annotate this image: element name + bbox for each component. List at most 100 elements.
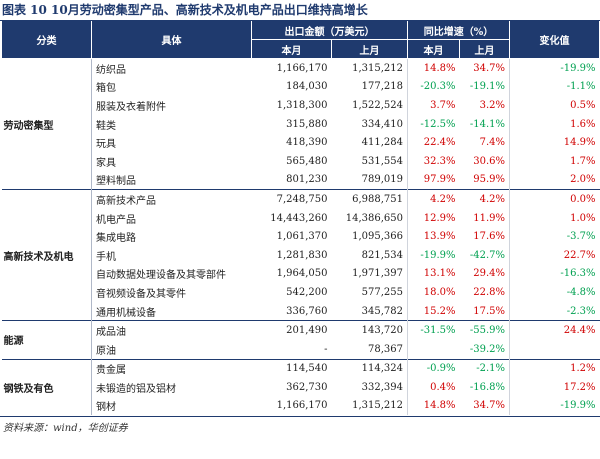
value-cell: 531,554: [331, 151, 408, 171]
item-cell: 服装及衣着附件: [96, 101, 166, 113]
table-row: 钢材 1,166,170 1,315,212 14.8% 34.7% -19.9%: [2, 396, 600, 416]
value-cell: 15.2%: [423, 305, 456, 317]
table-body: 劳动密集型 纺织品 1,166,170 1,315,212 14.8% 34.7% -19.…: [1, 57, 600, 416]
value-cell: -3.7%: [566, 231, 596, 243]
header-cell: 上月: [331, 39, 408, 59]
value-cell: 17.2%: [563, 381, 596, 393]
value-cell: 95.9%: [459, 170, 511, 190]
value-cell: 32.3%: [423, 155, 456, 167]
value-cell: 1,061,370: [276, 231, 328, 243]
value-cell: -0.9%: [407, 358, 460, 379]
empty-cell: [408, 340, 460, 359]
value-cell: 542,200: [286, 286, 328, 298]
item-cell: 音视频设备及其零件: [96, 288, 186, 300]
value-cell: 3.2%: [459, 96, 511, 115]
table-row: 能源 成品油 201,490 143,720 -31.5% -55.9% 24.4%: [1, 320, 600, 359]
item-cell: 高新技术产品: [91, 189, 252, 209]
value-cell: 29.4%: [459, 264, 511, 284]
table-row: 机电产品 14,443,260 14,386,650 12.9% 11.9% 1.0%: [2, 208, 600, 228]
value-cell: 0.4%: [430, 381, 456, 393]
source-note: 资料来源：wind，华创证券: [0, 416, 600, 436]
category-cell: 劳动密集型: [1, 57, 92, 190]
value-cell: 315,880: [286, 118, 328, 130]
header-cell: 分类: [1, 21, 92, 59]
item-cell: 鞋类: [96, 120, 116, 132]
category-cell: 高新技术及机电: [1, 189, 92, 321]
value-cell: -19.1%: [459, 77, 511, 97]
value-cell: 177,218: [331, 77, 408, 97]
value-cell: -42.7%: [459, 245, 511, 265]
item-cell: 成品油: [91, 320, 252, 340]
table-row: 集成电路 1,061,370 1,095,366 13.9% 17.6% -3.7%: [2, 227, 600, 246]
item-cell: 纺织品: [91, 57, 252, 78]
item-cell: 钢材: [96, 402, 116, 414]
item-cell: 自动数据处理设备及其零部件: [96, 270, 226, 282]
value-cell: 12.9%: [423, 212, 456, 224]
value-cell: -19.9%: [509, 57, 600, 78]
value-cell: 11.9%: [459, 208, 511, 228]
value-cell: 30.6%: [459, 151, 511, 171]
value-cell: 789,019: [331, 170, 408, 190]
value-cell: 418,390: [286, 137, 328, 149]
value-cell: -16.3%: [560, 268, 596, 280]
value-cell: -16.8%: [459, 378, 511, 397]
header-cell: 同比增速（%）: [406, 21, 511, 40]
value-cell: 411,284: [331, 133, 408, 152]
value-cell: 143,720: [331, 320, 408, 340]
value-cell: 14,386,650: [331, 208, 408, 228]
value-cell: 1.0%: [570, 212, 596, 224]
value-cell: 17.5%: [459, 301, 511, 321]
value-cell: 4.2%: [459, 189, 511, 209]
value-cell: 3.7%: [430, 99, 456, 111]
value-cell: -31.5%: [407, 320, 460, 340]
table-row: 音视频设备及其零件 542,200 577,255 18.0% 22.8% -4.8%: [2, 283, 600, 302]
value-cell: 577,255: [331, 283, 408, 302]
value-cell: 184,030: [286, 81, 328, 93]
table-row: 高新技术及机电 高新技术产品 7,248,750 6,988,751 4.2% 4.2% 0…: [1, 189, 600, 321]
table-row: 自动数据处理设备及其零部件 1,964,050 1,971,397 13.1% 29.4…: [2, 264, 600, 284]
value-cell: -55.9%: [459, 320, 511, 340]
value-cell: -12.5%: [420, 118, 456, 130]
item-cell: 未锻造的铝及铝材: [96, 383, 176, 395]
value-cell: -19.9%: [560, 400, 596, 412]
item-cell: 家具: [96, 157, 116, 169]
value-cell: -4.8%: [566, 286, 596, 298]
value-cell: 1.6%: [570, 118, 596, 130]
value-cell: 801,230: [286, 174, 328, 186]
header-cell: 具体: [91, 21, 252, 59]
value-cell: 13.9%: [423, 231, 456, 243]
value-cell: 1,315,212: [331, 57, 408, 78]
table-row: 未锻造的铝及铝材 362,730 332,394 0.4% -16.8% 17.2%: [2, 378, 600, 397]
table-row: 玩具 418,390 411,284 22.4% 7.4% 14.9%: [2, 133, 600, 152]
category-cell: 钢铁及有色: [1, 358, 92, 416]
value-cell: 114,324: [331, 358, 408, 379]
value-cell: 14.8%: [423, 400, 456, 412]
item-cell: 玩具: [96, 139, 116, 151]
value-cell: 24.4%: [509, 320, 600, 340]
item-cell: 原油: [96, 345, 116, 357]
item-cell: 贵金属: [91, 358, 252, 379]
value-cell: 1,095,366: [331, 227, 408, 246]
value-cell: 7,248,750: [251, 189, 332, 209]
item-cell: 通用机械设备: [96, 307, 156, 319]
value-cell: 22.7%: [563, 249, 596, 261]
value-cell: 565,480: [286, 155, 328, 167]
value-cell: 1,315,212: [331, 396, 408, 416]
table-row: 钢铁及有色 贵金属 114,540 114,324 -0.9% -2.1% 1.2%: [1, 358, 600, 416]
item-cell: 手机: [96, 251, 116, 263]
value-cell: 17.6%: [459, 227, 511, 246]
value-cell: 7.4%: [459, 133, 511, 152]
table-row: 箱包 184,030 177,218 -20.3% -19.1% -1.1%: [2, 77, 600, 97]
table-row: 家具 565,480 531,554 32.3% 30.6% 1.7%: [2, 151, 600, 171]
value-cell: 821,534: [331, 245, 408, 265]
header-cell: 本月: [251, 39, 332, 59]
value-cell: -2.3%: [566, 305, 596, 317]
header-cell: 变化值: [509, 21, 600, 59]
value-cell: 1,971,397: [331, 264, 408, 284]
value-cell: 1,281,830: [276, 249, 328, 261]
table-row: 塑料制品 801,230 789,019 97.9% 95.9% 2.0%: [2, 170, 600, 190]
item-cell: 箱包: [96, 83, 116, 95]
value-cell: 22.4%: [423, 137, 456, 149]
value-cell: 4.2%: [407, 189, 460, 209]
